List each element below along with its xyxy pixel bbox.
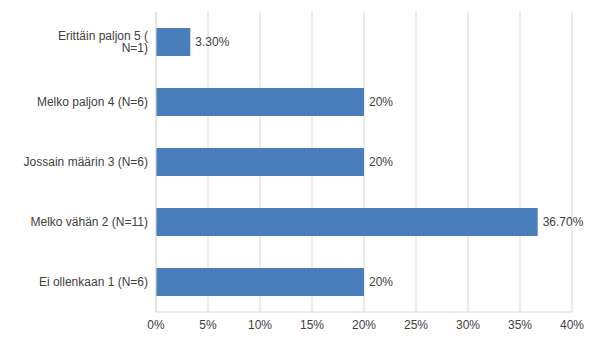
svg-text:40%: 40% [560, 318, 584, 332]
svg-text:10%: 10% [248, 318, 272, 332]
svg-text:20%: 20% [369, 95, 393, 109]
svg-text:Melko vähän 2 (N=11): Melko vähän 2 (N=11) [30, 215, 148, 229]
svg-text:Erittäin paljon 5 (N=1): Erittäin paljon 5 (N=1) [58, 29, 148, 55]
svg-text:20%: 20% [369, 275, 393, 289]
svg-text:30%: 30% [456, 318, 480, 332]
svg-text:3.30%: 3.30% [195, 35, 229, 49]
svg-text:20%: 20% [369, 155, 393, 169]
svg-text:25%: 25% [404, 318, 428, 332]
svg-text:5%: 5% [199, 318, 217, 332]
svg-text:Ei ollenkaan 1 (N=6): Ei ollenkaan 1 (N=6) [39, 275, 148, 289]
svg-text:Melko paljon 4 (N=6): Melko paljon 4 (N=6) [37, 95, 148, 109]
svg-text:20%: 20% [352, 318, 376, 332]
svg-text:35%: 35% [508, 318, 532, 332]
svg-text:36.70%: 36.70% [543, 215, 584, 229]
svg-text:Jossain määrin 3 (N=6): Jossain määrin 3 (N=6) [24, 155, 148, 169]
svg-text:15%: 15% [300, 318, 324, 332]
svg-text:0%: 0% [147, 318, 165, 332]
